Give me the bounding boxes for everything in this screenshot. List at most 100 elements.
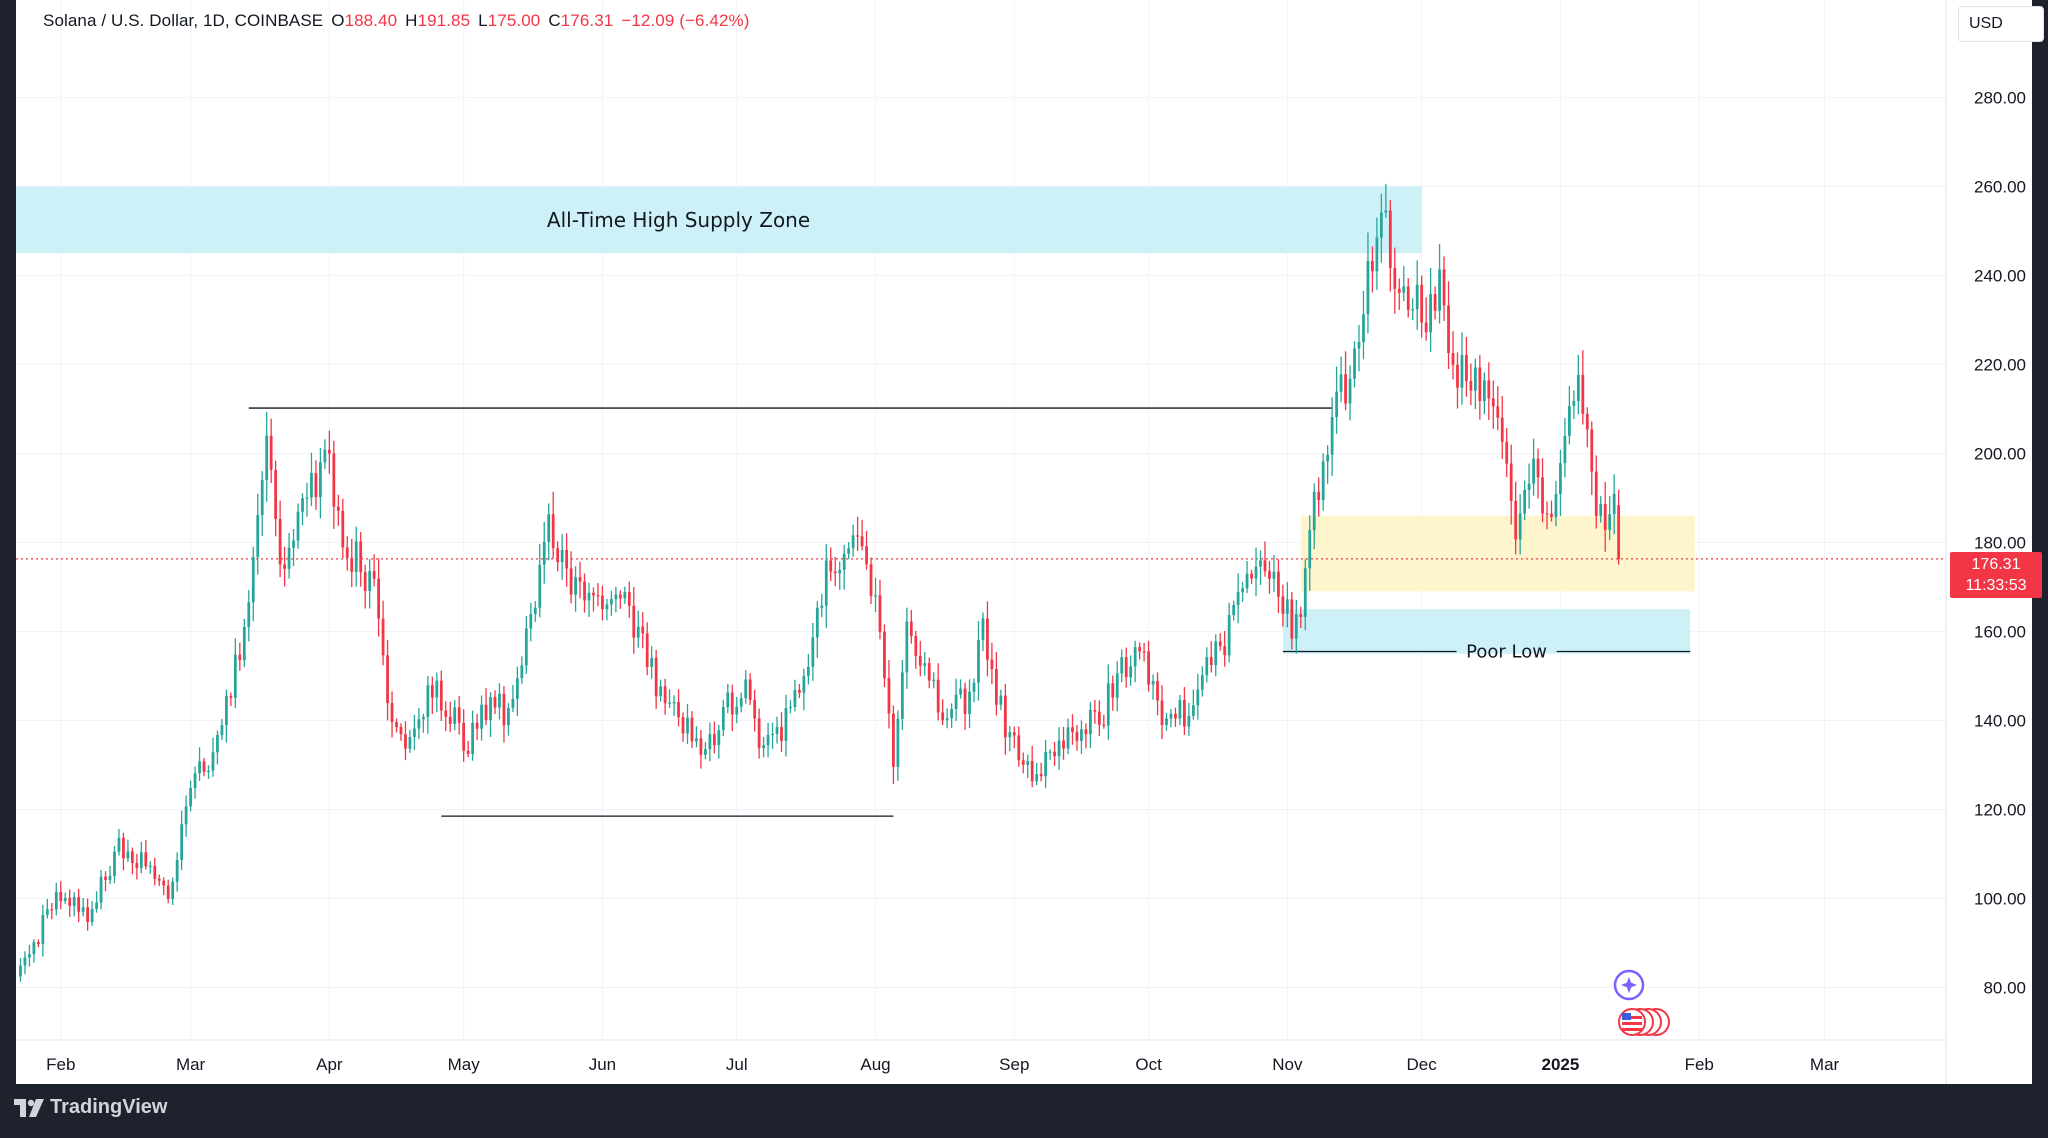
- candle-down[interactable]: [135, 853, 139, 880]
- candle-down[interactable]: [1142, 642, 1146, 662]
- symbol-header[interactable]: Solana / U.S. Dollar, 1D, COINBASE O188.4…: [43, 11, 750, 31]
- candle-up[interactable]: [721, 699, 725, 737]
- candle-down[interactable]: [229, 692, 233, 707]
- candle-down[interactable]: [153, 857, 157, 886]
- candle-down[interactable]: [883, 624, 886, 688]
- candle-up[interactable]: [90, 901, 94, 926]
- candle-down[interactable]: [986, 601, 989, 677]
- candle-down[interactable]: [466, 740, 470, 758]
- candle-up[interactable]: [815, 601, 819, 659]
- candle-up[interactable]: [54, 882, 58, 916]
- candle-up[interactable]: [193, 766, 197, 799]
- candle-up[interactable]: [368, 559, 372, 609]
- candle-down[interactable]: [936, 663, 940, 721]
- candle-up[interactable]: [417, 707, 421, 739]
- candle-down[interactable]: [448, 701, 452, 733]
- candle-up[interactable]: [802, 668, 806, 711]
- candle-down[interactable]: [1012, 726, 1016, 749]
- candle-up[interactable]: [511, 685, 515, 713]
- candle-down[interactable]: [748, 673, 752, 705]
- candle-down[interactable]: [457, 695, 461, 735]
- candle-down[interactable]: [601, 585, 604, 621]
- candle-down[interactable]: [1536, 448, 1540, 499]
- candle-down[interactable]: [994, 652, 998, 716]
- candle-up[interactable]: [408, 729, 412, 753]
- candle-down[interactable]: [632, 587, 636, 654]
- candle-up[interactable]: [220, 718, 224, 740]
- candle-down[interactable]: [439, 670, 443, 722]
- candle-down[interactable]: [918, 640, 922, 677]
- candle-down[interactable]: [833, 556, 837, 587]
- candle-down[interactable]: [1397, 278, 1401, 310]
- candle-down[interactable]: [1603, 482, 1607, 552]
- candle-down[interactable]: [1263, 541, 1267, 577]
- candle-down[interactable]: [1160, 685, 1164, 740]
- candle-up[interactable]: [838, 561, 842, 590]
- candle-up[interactable]: [1196, 673, 1200, 720]
- candle-up[interactable]: [672, 695, 676, 717]
- candle-up[interactable]: [1438, 244, 1441, 324]
- candle-up[interactable]: [1599, 496, 1603, 523]
- candle-up[interactable]: [636, 610, 640, 648]
- chart-panel[interactable]: All-Time High Supply Zone Poor Low 80.00 1…: [16, 0, 2044, 1084]
- candle-down[interactable]: [350, 538, 354, 588]
- candle-down[interactable]: [50, 902, 54, 920]
- candle-down[interactable]: [1071, 714, 1074, 745]
- candle-down[interactable]: [1478, 355, 1482, 420]
- candle-down[interactable]: [1281, 584, 1285, 627]
- candle-up[interactable]: [1106, 664, 1110, 740]
- candle-up[interactable]: [524, 616, 528, 674]
- candle-up[interactable]: [292, 529, 295, 567]
- candle-up[interactable]: [1120, 649, 1124, 683]
- candle-up[interactable]: [32, 939, 36, 963]
- candle-up[interactable]: [668, 689, 671, 708]
- candle-down[interactable]: [829, 547, 833, 582]
- candle-up[interactable]: [117, 829, 121, 856]
- candle-down[interactable]: [627, 581, 631, 618]
- candle-up[interactable]: [842, 544, 846, 590]
- candle-down[interactable]: [363, 564, 367, 609]
- candle-down[interactable]: [681, 712, 685, 742]
- candle-down[interactable]: [162, 877, 166, 895]
- candle-down[interactable]: [699, 730, 703, 769]
- candle-up[interactable]: [296, 503, 300, 549]
- candle-up[interactable]: [999, 689, 1003, 711]
- candle-down[interactable]: [865, 531, 868, 570]
- candle-down[interactable]: [1406, 278, 1410, 318]
- candle-down[interactable]: [1209, 641, 1213, 673]
- candle-down[interactable]: [1514, 481, 1518, 555]
- candle-up[interactable]: [507, 703, 510, 736]
- candle-up[interactable]: [63, 892, 67, 905]
- candle-down[interactable]: [1585, 407, 1589, 448]
- candle-up[interactable]: [184, 795, 188, 837]
- candle-up[interactable]: [560, 533, 564, 580]
- us-flag-icons[interactable]: [1618, 1008, 1670, 1036]
- candle-up[interactable]: [547, 503, 551, 561]
- candle-down[interactable]: [596, 583, 600, 607]
- supply-zone[interactable]: [1282, 609, 1691, 654]
- candle-up[interactable]: [1285, 582, 1289, 628]
- candle-down[interactable]: [569, 551, 573, 604]
- candle-down[interactable]: [1075, 725, 1079, 751]
- candle-down[interactable]: [1442, 256, 1446, 321]
- candle-up[interactable]: [605, 599, 609, 621]
- candle-up[interactable]: [1339, 356, 1343, 403]
- candle-down[interactable]: [269, 418, 273, 484]
- candle-up[interactable]: [704, 741, 707, 760]
- candle-up[interactable]: [610, 590, 613, 616]
- candle-up[interactable]: [874, 577, 877, 612]
- candle-down[interactable]: [404, 721, 407, 761]
- event-star-icon[interactable]: [1613, 969, 1645, 1001]
- candle-up[interactable]: [139, 841, 143, 874]
- candle-down[interactable]: [654, 649, 658, 709]
- candle-up[interactable]: [81, 897, 85, 917]
- candle-down[interactable]: [1017, 726, 1021, 767]
- candle-down[interactable]: [444, 701, 448, 732]
- candle-down[interactable]: [578, 561, 582, 599]
- candle-down[interactable]: [327, 430, 331, 474]
- candle-down[interactable]: [1003, 683, 1007, 755]
- candle-down[interactable]: [1393, 247, 1397, 314]
- candle-up[interactable]: [1366, 232, 1370, 334]
- candle-down[interactable]: [1277, 559, 1280, 614]
- candle-down[interactable]: [475, 713, 479, 741]
